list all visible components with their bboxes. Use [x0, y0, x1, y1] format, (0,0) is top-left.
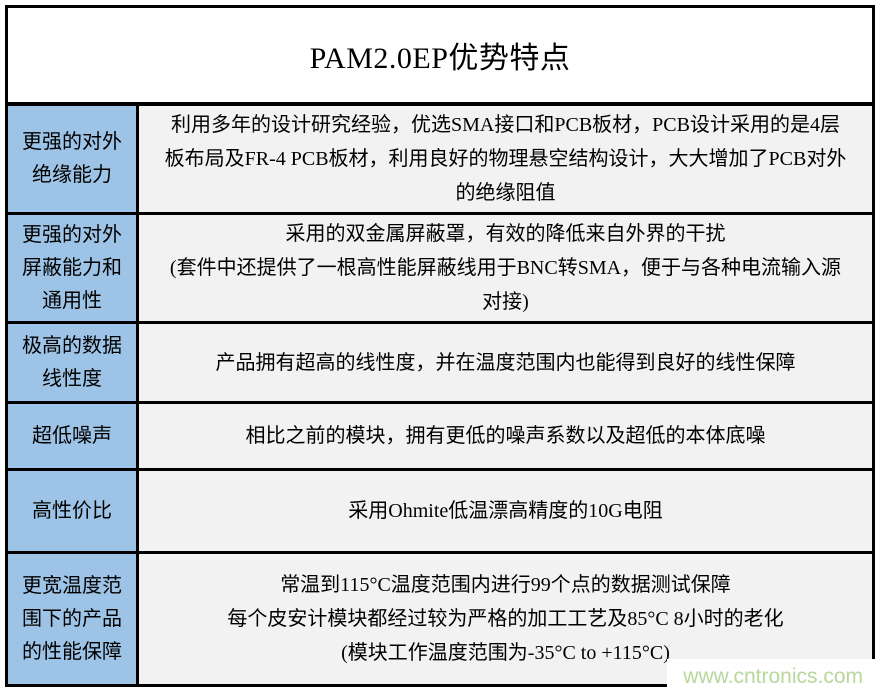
row-header-shielding: 更强的对外 屏蔽能力和 通用性: [5, 212, 139, 324]
table-row: 极高的数据 线性度 产品拥有超高的线性度，并在温度范围内也能得到良好的线性保障: [5, 321, 875, 404]
row-header-insulation: 更强的对外 绝缘能力: [5, 102, 139, 215]
watermark: www.cntronics.com: [667, 659, 881, 694]
table-row: 更宽温度范 围下的产品 的性能保障 常温到115°C温度范围内进行99个点的数据…: [5, 551, 875, 687]
table-row: 更强的对外 屏蔽能力和 通用性 采用的双金属屏蔽罩，有效的降低来自外界的干扰 (…: [5, 212, 875, 324]
document-sheet: PAM2.0EP优势特点 更强的对外 绝缘能力 利用多年的设计研究经验，优选SM…: [5, 5, 876, 687]
row-content-temperature-range: 常温到115°C温度范围内进行99个点的数据测试保障 每个皮安计模块都经过较为严…: [136, 551, 875, 687]
row-content-low-noise: 相比之前的模块，拥有更低的噪声系数以及超低的本体底噪: [136, 401, 875, 471]
title-row: PAM2.0EP优势特点: [5, 5, 875, 106]
table-row: 高性价比 采用Ohmite低温漂高精度的10G电阻: [5, 468, 875, 554]
feature-table: PAM2.0EP优势特点 更强的对外 绝缘能力 利用多年的设计研究经验，优选SM…: [5, 5, 875, 687]
row-content-cost-performance: 采用Ohmite低温漂高精度的10G电阻: [136, 468, 875, 554]
row-content-shielding: 采用的双金属屏蔽罩，有效的降低来自外界的干扰 (套件中还提供了一根高性能屏蔽线用…: [136, 212, 875, 324]
table-row: 超低噪声 相比之前的模块，拥有更低的噪声系数以及超低的本体底噪: [5, 401, 875, 471]
row-header-cost-performance: 高性价比: [5, 468, 139, 554]
row-header-low-noise: 超低噪声: [5, 401, 139, 471]
page-title: PAM2.0EP优势特点: [5, 5, 875, 106]
row-header-temperature-range: 更宽温度范 围下的产品 的性能保障: [5, 551, 139, 687]
row-content-linearity: 产品拥有超高的线性度，并在温度范围内也能得到良好的线性保障: [136, 321, 875, 404]
row-content-insulation: 利用多年的设计研究经验，优选SMA接口和PCB板材，PCB设计采用的是4层 板布…: [136, 102, 875, 215]
row-header-linearity: 极高的数据 线性度: [5, 321, 139, 404]
table-row: 更强的对外 绝缘能力 利用多年的设计研究经验，优选SMA接口和PCB板材，PCB…: [5, 102, 875, 215]
